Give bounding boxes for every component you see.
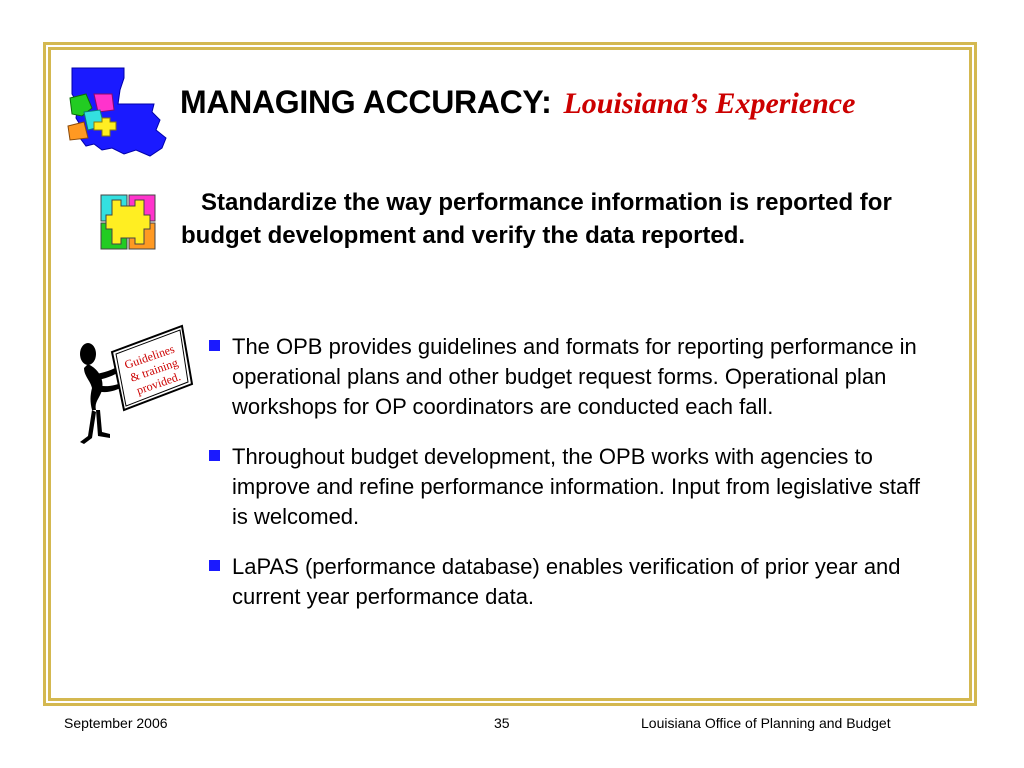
title-main: MANAGING ACCURACY: — [180, 84, 552, 120]
list-item: The OPB provides guidelines and formats … — [206, 332, 922, 422]
puzzle-icon — [100, 194, 156, 250]
list-item: Throughout budget development, the OPB w… — [206, 442, 922, 532]
square-bullet-icon — [209, 340, 220, 351]
louisiana-map-logo — [67, 67, 167, 157]
stick-figure — [80, 343, 124, 444]
title-subtitle: Louisiana’s Experience — [563, 87, 856, 120]
footer-page-number: 35 — [494, 715, 510, 731]
list-item: LaPAS (performance database) enables ver… — [206, 552, 922, 612]
guidelines-sign: Guidelines & training provided. — [110, 324, 194, 412]
square-bullet-icon — [209, 450, 220, 461]
stick-figure-sign-illustration: Guidelines & training provided. — [80, 324, 194, 444]
square-bullet-icon — [209, 560, 220, 571]
slide-heading: Standardize the way performance informat… — [181, 189, 892, 249]
slide-title: MANAGING ACCURACY: Louisiana’s Experience — [180, 84, 970, 128]
slide-frame — [43, 42, 977, 706]
bullet-text: The OPB provides guidelines and formats … — [232, 334, 917, 419]
footer-date: September 2006 — [64, 715, 168, 731]
bullet-text: Throughout budget development, the OPB w… — [232, 444, 921, 529]
bullet-text: LaPAS (performance database) enables ver… — [232, 554, 901, 609]
footer-organization: Louisiana Office of Planning and Budget — [641, 715, 891, 731]
bullet-list: The OPB provides guidelines and formats … — [206, 332, 922, 632]
